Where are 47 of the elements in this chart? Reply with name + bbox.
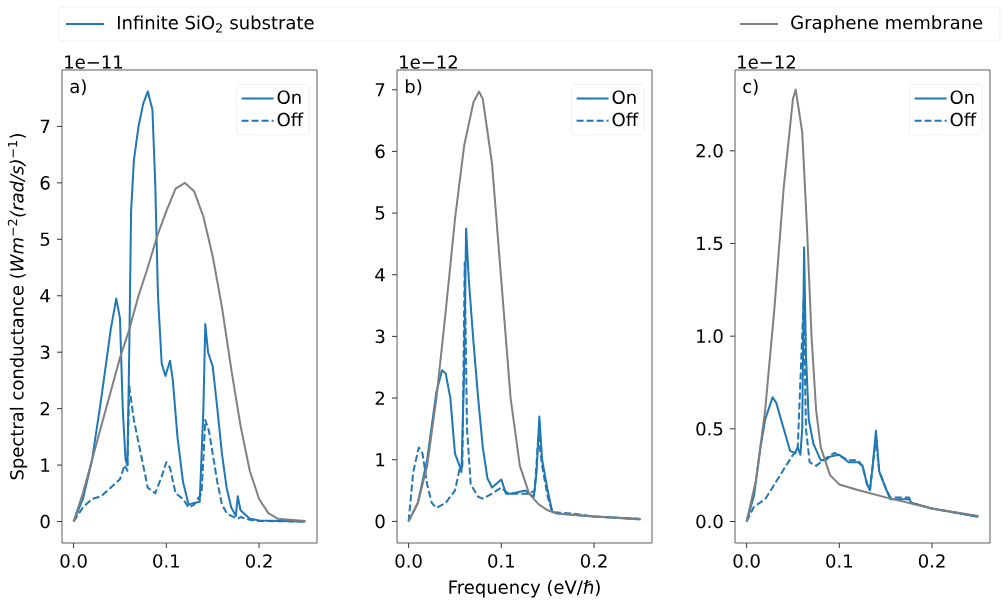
text: 1e−12 [738,54,795,69]
line-series [72,181,307,523]
y-tick-label: 1.0 [697,329,723,343]
y-tick-label: 2 [375,391,384,405]
x-tick-label: 0.0 [60,553,87,568]
text: Infinite SiO$_{2}$ substrate [117,15,314,33]
y-tick-label: 3 [40,345,50,359]
x-tick-label: 0.2 [245,553,272,568]
y-tick-label: 5 [375,206,385,220]
y-tick-label: 1.5 [697,236,723,250]
y-tick-label: 0.0 [696,514,723,529]
text: 1e−11 [65,55,123,69]
y-tick-label: 4 [375,267,385,282]
x-tick-label: 0.1 [153,553,179,568]
x-tick-label: 0.0 [395,553,422,568]
text: 1e−12 [400,54,457,69]
y-axis-title: Spectral conductance (Wm$^{−2}$(rad/s)$^{−1}$) [7,133,28,480]
y-tick-label: 2.0 [696,143,723,158]
y-tick-label: 0.5 [696,421,723,436]
legend-label: On [950,90,974,104]
annotation: c) [743,79,758,96]
y-tick-label: 6 [40,175,50,190]
y-tick-label: 6 [375,144,385,158]
y-tick-label: 7 [375,82,385,97]
x-tick-label: 0.0 [733,553,760,568]
y-tick-label: 3 [375,329,385,343]
y-tick-label: 4 [40,289,50,303]
legend-label: On [612,90,636,104]
y-tick-label: 0 [40,514,50,529]
y-tick-label: 1 [376,452,385,467]
legend-label: Off [277,112,304,127]
y-tick-label: 2 [40,401,49,416]
y-tick-label: 1 [41,458,50,472]
x-tick-label: 0.2 [580,553,607,568]
legend-label: Off [612,112,639,127]
x-tick-label: 0.2 [918,553,945,568]
x-tick-label: 0.1 [488,553,514,568]
legend-label: Graphene membrane [791,15,983,33]
x-axis-title: Frequency (eV/ℏ) [449,579,600,598]
x-tick-label: 0.1 [826,553,852,568]
y-tick-label: 0 [375,514,385,529]
legend-label: Off [950,112,977,127]
annotation: b) [405,79,422,96]
y-tick-label: 7 [40,119,50,133]
legend-label: On [277,90,301,104]
y-tick-label: 5 [40,232,50,246]
annotation: a) [70,79,86,96]
